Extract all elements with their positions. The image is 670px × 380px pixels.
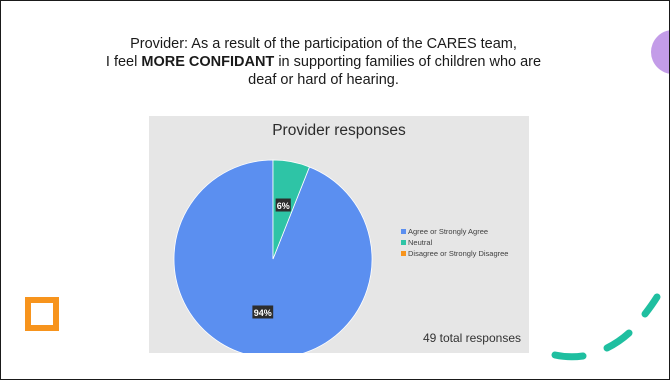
purple-circle-decoration bbox=[651, 30, 669, 74]
slide-heading: Provider: As a result of the participati… bbox=[96, 35, 551, 89]
orange-square-decoration bbox=[25, 297, 59, 331]
heading-line-2-prefix: I feel bbox=[105, 54, 142, 70]
chart-area: Provider responses 94% 6% Agree or Strong… bbox=[149, 116, 529, 353]
pie-slice-1 bbox=[272, 159, 310, 260]
pie-chart: 94% 6% bbox=[173, 159, 373, 353]
legend-swatch bbox=[401, 251, 406, 256]
data-label-1: 6% bbox=[275, 198, 291, 212]
heading-emphasis: MORE CONFIDANT bbox=[141, 54, 275, 70]
chart-legend: Agree or Strongly Agree Neutral Disagree o… bbox=[401, 226, 508, 259]
legend-swatch bbox=[401, 229, 406, 234]
legend-label: Neutral bbox=[408, 238, 433, 247]
chart-title: Provider responses bbox=[272, 122, 406, 139]
legend-label: Disagree or Strongly Disagree bbox=[408, 249, 509, 258]
dashed-arc-decoration bbox=[551, 293, 661, 361]
legend-item-0: Agree or Strongly Agree bbox=[401, 226, 508, 237]
heading-line-3: deaf or hard of hearing. bbox=[248, 72, 399, 88]
legend-label: Agree or Strongly Agree bbox=[408, 227, 489, 236]
svg-text:94%: 94% bbox=[254, 308, 272, 318]
data-label-0: 94% bbox=[252, 305, 274, 319]
heading-line-2: I feel MORE CONFIDANT in supporting fami… bbox=[96, 53, 551, 71]
legend-item-2: Disagree or Strongly Disagree bbox=[401, 248, 508, 259]
legend-swatch bbox=[401, 240, 406, 245]
svg-text:6%: 6% bbox=[277, 201, 290, 211]
heading-line-1: Provider: As a result of the participati… bbox=[130, 36, 517, 52]
heading-line-2-suffix: in supporting families of children who a… bbox=[274, 54, 542, 70]
total-responses-label: 49 total responses bbox=[422, 331, 521, 345]
legend-item-1: Neutral bbox=[401, 237, 508, 248]
